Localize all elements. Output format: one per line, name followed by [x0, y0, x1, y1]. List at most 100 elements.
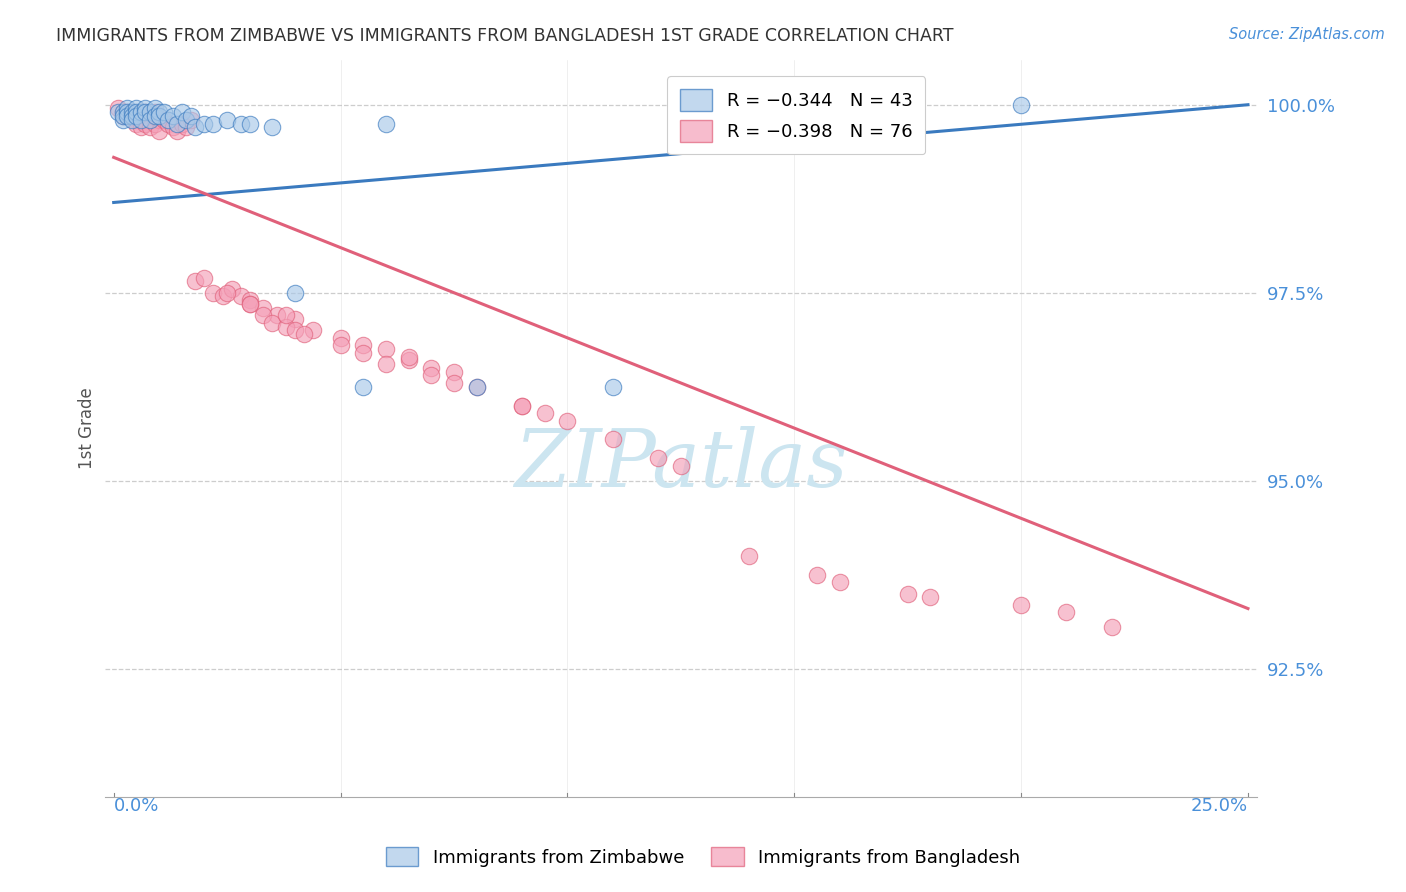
Point	[129, 112, 152, 127]
Point	[239, 297, 262, 311]
Point	[398, 350, 420, 364]
Point	[920, 591, 942, 605]
Point	[274, 319, 297, 334]
Point	[129, 120, 152, 135]
Point	[302, 323, 325, 337]
Point	[148, 124, 170, 138]
Point	[1010, 598, 1032, 612]
Text: 0.0%: 0.0%	[114, 797, 159, 814]
Point	[352, 338, 374, 352]
Text: ZIPatlas: ZIPatlas	[515, 426, 848, 504]
Point	[420, 360, 443, 375]
Point	[229, 116, 252, 130]
Point	[139, 112, 162, 127]
Point	[510, 399, 533, 413]
Y-axis label: 1st Grade: 1st Grade	[79, 387, 96, 469]
Text: 25.0%: 25.0%	[1191, 797, 1249, 814]
Point	[669, 458, 692, 473]
Point	[533, 406, 555, 420]
Point	[125, 116, 148, 130]
Point	[117, 102, 139, 116]
Point	[148, 112, 170, 127]
Point	[352, 380, 374, 394]
Point	[1010, 97, 1032, 112]
Point	[152, 105, 174, 120]
Point	[117, 109, 139, 123]
Point	[111, 112, 134, 127]
Point	[129, 105, 152, 120]
Point	[166, 124, 188, 138]
Point	[465, 380, 488, 394]
Point	[1056, 605, 1078, 619]
Point	[443, 365, 465, 379]
Point	[465, 380, 488, 394]
Point	[274, 308, 297, 322]
Point	[557, 413, 579, 427]
Point	[157, 112, 180, 127]
Point	[217, 285, 239, 300]
Text: IMMIGRANTS FROM ZIMBABWE VS IMMIGRANTS FROM BANGLADESH 1ST GRADE CORRELATION CHA: IMMIGRANTS FROM ZIMBABWE VS IMMIGRANTS F…	[56, 27, 953, 45]
Point	[134, 105, 156, 120]
Point	[252, 308, 274, 322]
Point	[117, 105, 139, 120]
Point	[117, 105, 139, 120]
Point	[239, 116, 262, 130]
Point	[174, 120, 197, 135]
Point	[239, 293, 262, 308]
Point	[162, 120, 184, 135]
Point	[129, 105, 152, 120]
Point	[221, 282, 243, 296]
Point	[148, 105, 170, 120]
Point	[284, 285, 307, 300]
Point	[266, 308, 288, 322]
Point	[111, 109, 134, 123]
Point	[107, 105, 129, 120]
Point	[202, 285, 225, 300]
Point	[143, 102, 166, 116]
Point	[107, 102, 129, 116]
Point	[806, 567, 828, 582]
Point	[125, 105, 148, 120]
Point	[217, 112, 239, 127]
Point	[738, 549, 761, 563]
Point	[170, 116, 193, 130]
Point	[398, 353, 420, 368]
Point	[211, 289, 233, 303]
Point	[148, 109, 170, 123]
Point	[292, 327, 315, 342]
Point	[134, 102, 156, 116]
Point	[1101, 620, 1123, 634]
Point	[121, 112, 143, 127]
Point	[252, 301, 274, 315]
Point	[157, 116, 180, 130]
Point	[420, 368, 443, 383]
Point	[180, 109, 202, 123]
Point	[162, 109, 184, 123]
Point	[170, 105, 193, 120]
Point	[111, 105, 134, 120]
Point	[284, 323, 307, 337]
Point	[174, 112, 197, 127]
Point	[828, 575, 851, 590]
Point	[510, 399, 533, 413]
Point	[125, 102, 148, 116]
Point	[184, 120, 207, 135]
Point	[193, 116, 215, 130]
Point	[262, 316, 284, 330]
Point	[374, 116, 396, 130]
Point	[193, 270, 215, 285]
Point	[374, 357, 396, 371]
Point	[143, 116, 166, 130]
Point	[352, 346, 374, 360]
Point	[121, 105, 143, 120]
Point	[139, 105, 162, 120]
Point	[443, 376, 465, 390]
Point	[125, 109, 148, 123]
Point	[111, 109, 134, 123]
Point	[239, 297, 262, 311]
Point	[152, 112, 174, 127]
Point	[143, 105, 166, 120]
Point	[111, 105, 134, 120]
Point	[143, 109, 166, 123]
Point	[180, 112, 202, 127]
